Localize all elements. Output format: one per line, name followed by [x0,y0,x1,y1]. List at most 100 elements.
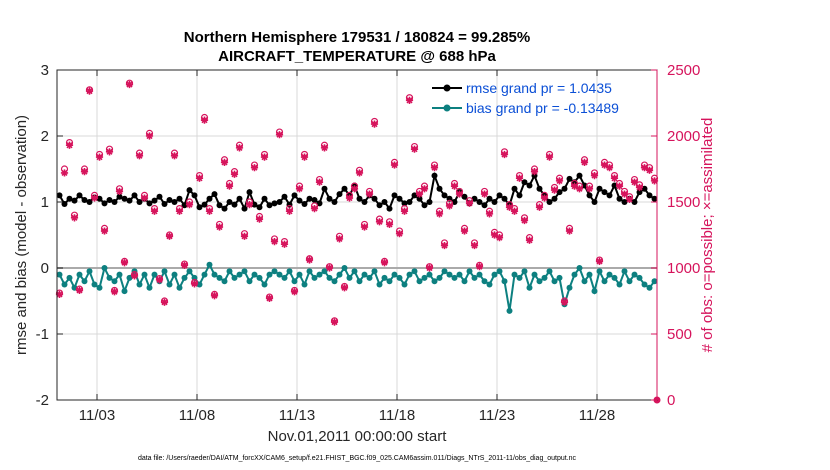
obs-assimilated-point [290,288,299,296]
obs-assimilated-point [390,161,399,169]
obs-assimilated-point [645,166,654,174]
bias-point [546,268,553,275]
bias-point [626,278,633,285]
rmse-point [146,200,153,207]
rmse-point [396,195,403,202]
obs-assimilated-point [595,257,604,265]
obs-assimilated-point [100,227,109,235]
bias-point [521,268,528,275]
bias-point [601,278,608,285]
obs-assimilated-point [405,96,414,104]
obs-assimilated-point [80,168,89,176]
obs-assimilated-point [330,318,339,326]
rmse-point [116,193,123,200]
bias-point [306,268,313,275]
rmse-point [631,199,638,205]
rmse-point [96,195,103,202]
rmse-point [311,197,318,204]
bias-point [136,281,143,288]
rmse-point [476,199,483,205]
rmse-point [256,204,263,211]
bias-point [91,281,98,288]
bias-point [186,268,193,275]
bias-point [351,268,358,275]
bias-point [356,278,363,285]
obs-assimilated-point [625,195,634,203]
bias-point [406,271,413,278]
rmse-point [121,195,128,202]
bias-point [226,268,233,275]
obs-assimilated-point [125,80,134,89]
bias-point [421,274,428,281]
obs-assimilated-point [160,298,169,306]
obs-assimilated-point [105,148,114,156]
obs-assimilated-point [165,232,174,240]
y-left-axis-ticks: -2 -1 0 1 2 3 [36,62,63,409]
chart-title-line1: Northern Hemisphere 179531 / 180824 = 99… [184,29,530,46]
rmse-point [186,187,193,194]
rmse-point [526,182,533,189]
bias-point [261,281,268,288]
obs-assimilated-point [200,116,209,124]
rmse-point [406,199,413,205]
rmse-point [431,172,438,179]
rmse-point [536,185,543,192]
y-right-axis-label: # of obs: o=possible; ×=assimilated [699,118,716,353]
rmse-point [296,197,303,204]
bias-point [651,278,658,285]
rmse-point [66,195,73,202]
data-file-footer: data file: /Users/raeder/DAI/ATM_forcXX/… [138,455,577,462]
bias-point [616,281,623,288]
rmse-point [326,195,333,202]
obs-assimilated-point [145,132,154,140]
bias-point [541,274,548,281]
rmse-point [421,202,428,209]
obs-assimilated-point [205,207,214,215]
bias-point [631,271,638,278]
bias-point [646,284,653,291]
bias-point [201,271,208,278]
obs-assimilated-point [255,215,264,223]
obs-assimilated-point [210,292,219,300]
obs-assimilated-point [65,141,74,149]
bias-point [66,274,73,281]
bias-point [86,268,93,275]
obs-assimilated-point [540,194,549,202]
obs-assimilated-point [225,182,234,190]
obs-assimilated-point [320,144,329,152]
bias-point [116,271,123,278]
bias-point [81,278,88,285]
bias-point [576,265,583,271]
bias-point [621,268,628,275]
rmse-point [551,195,558,202]
bias-point [501,278,508,285]
bias-point [361,271,368,278]
y-right-tick-label: 2500 [667,62,700,79]
bias-point [486,281,493,288]
bias-point [491,271,498,278]
y-left-tick-label: -2 [36,392,49,409]
rmse-point [151,197,158,204]
x-tick-label: 11/13 [279,407,315,424]
rmse-point [221,205,228,212]
rmse-point [401,200,408,207]
obs-assimilated-point [500,150,509,159]
rmse-point [246,189,253,196]
bias-point [556,274,563,281]
rmse-point [341,185,348,192]
x-tick-label: 11/23 [479,407,515,424]
bias-point [526,284,533,291]
obs-assimilated-point [55,290,64,298]
rmse-point [76,192,83,199]
bias-point [431,278,438,285]
rmse-point [491,199,498,205]
bias-point [551,278,558,285]
rmse-point [131,192,138,199]
obs-assimilated-point [170,152,179,160]
obs-assimilated-point [310,205,319,213]
obs-assimilated-point [280,240,289,248]
obs-assimilated-point [630,178,639,186]
rmse-point [436,185,443,192]
obs-assimilated-point [635,183,644,192]
obs-assimilated-point [525,236,534,244]
